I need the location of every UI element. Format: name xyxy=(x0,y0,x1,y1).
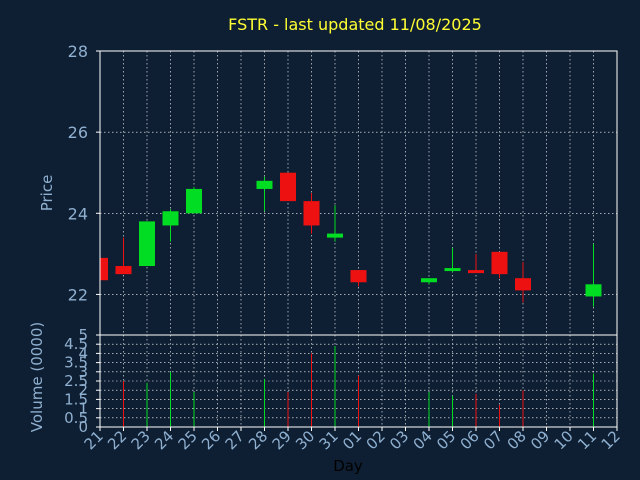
candle-body xyxy=(256,180,273,189)
volume-panel: 00.511.522.533.544.55 Volume (0000) xyxy=(28,322,618,436)
candle-body xyxy=(303,201,320,226)
x-ticks: 2122232425262728293031010203040506070809… xyxy=(81,427,624,453)
volume-bars xyxy=(123,346,594,427)
candle-body xyxy=(327,233,343,238)
candle-body xyxy=(100,257,108,281)
candle-body xyxy=(515,278,531,291)
volume-y-tick-label: 1.5 xyxy=(64,390,88,408)
candle xyxy=(468,253,484,274)
price-y-axis-label: Price xyxy=(38,175,56,212)
candle xyxy=(327,205,343,242)
volume-y-tick-label: 3.5 xyxy=(64,354,88,372)
candle xyxy=(162,209,179,242)
volume-y-tick-label: 5 xyxy=(78,326,88,344)
price-y-tick-label: 22 xyxy=(68,285,88,304)
volume-y-ticks: 00.511.522.533.544.55 xyxy=(64,326,100,436)
candle xyxy=(303,193,320,234)
candle xyxy=(186,186,202,214)
candle-body xyxy=(468,270,484,274)
chart-title: FSTR - last updated 11/08/2025 xyxy=(228,15,482,34)
candle-body xyxy=(444,268,461,272)
candle xyxy=(444,247,461,273)
candle xyxy=(515,261,531,303)
volume-y-tick-label: 2.5 xyxy=(64,372,88,390)
candle xyxy=(585,243,602,307)
candle-body xyxy=(280,172,296,202)
candle xyxy=(256,176,273,212)
volume-y-tick-label: 4.5 xyxy=(64,335,88,353)
candle xyxy=(491,251,508,279)
volume-y-tick-label: 0 xyxy=(78,418,88,436)
price-y-tick-label: 28 xyxy=(68,42,88,61)
candle-body xyxy=(139,221,155,267)
candle-body xyxy=(491,251,508,275)
price-y-ticks: 22 24 26 28 xyxy=(68,42,100,304)
price-candles xyxy=(99,172,602,307)
candle-body xyxy=(162,211,179,226)
volume-y-axis-label: Volume (0000) xyxy=(28,322,46,432)
volume-y-tick-label: 0.5 xyxy=(64,409,88,427)
x-axis-label: Day xyxy=(333,457,363,475)
volume-y-tick-label: 1 xyxy=(78,400,88,418)
price-panel: 22 24 26 28 Price xyxy=(38,42,618,336)
candle xyxy=(99,257,108,281)
candle xyxy=(280,172,296,202)
candle-body xyxy=(186,188,202,214)
price-y-tick-label: 24 xyxy=(68,204,88,223)
candle-body xyxy=(585,284,602,297)
volume-y-tick-label: 4 xyxy=(78,344,88,362)
volume-y-tick-label: 2 xyxy=(78,381,88,399)
candle-body xyxy=(350,270,367,283)
candle-body xyxy=(115,266,132,275)
candle xyxy=(139,221,155,267)
price-y-tick-label: 26 xyxy=(68,123,88,142)
candle-body xyxy=(421,278,437,283)
candle xyxy=(421,278,437,285)
candle xyxy=(115,237,132,275)
volume-y-tick-label: 3 xyxy=(78,363,88,381)
candle xyxy=(350,270,367,287)
